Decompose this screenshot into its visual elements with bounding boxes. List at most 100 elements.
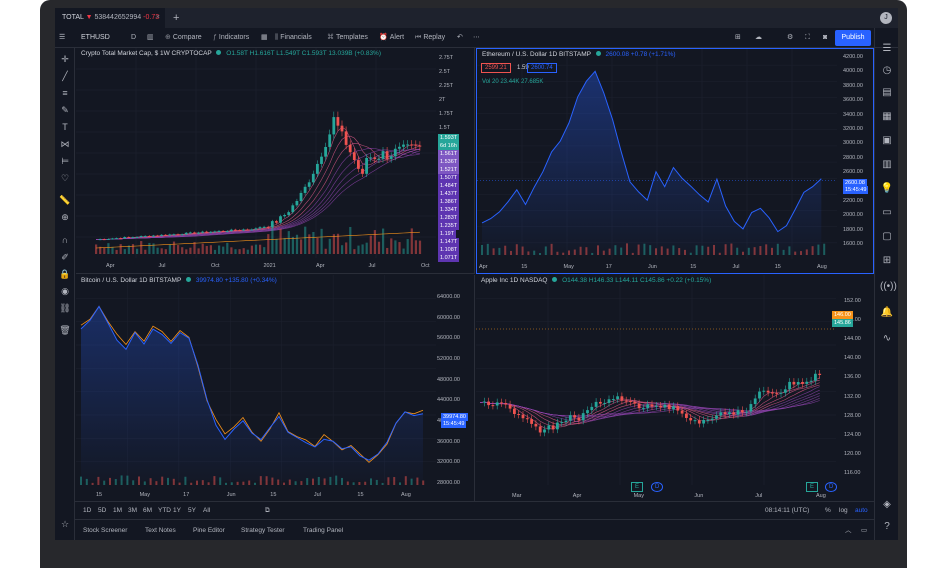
time-tick-label: Aug bbox=[817, 264, 827, 270]
range-button-3m[interactable]: 3M bbox=[128, 507, 138, 514]
plus-circle-icon: ⊕ bbox=[165, 34, 171, 41]
layout-grid-icon[interactable]: ⊞ bbox=[735, 34, 741, 41]
layouts-icon[interactable]: ▦ bbox=[261, 34, 268, 41]
lock-drawing-icon[interactable]: ✐ bbox=[61, 252, 69, 262]
price-tick-label: 152.00 bbox=[844, 298, 861, 304]
auto-toggle[interactable]: auto bbox=[855, 507, 868, 514]
trend-line-icon[interactable]: ╱ bbox=[62, 71, 68, 81]
dividend-icon[interactable]: D bbox=[825, 482, 838, 492]
watchlist-icon[interactable]: ☰ bbox=[882, 43, 892, 54]
bottom-tab-pine-editor[interactable]: Pine Editor bbox=[193, 527, 225, 534]
chart-pane-total-market-cap[interactable]: Crypto Total Market Cap, $ 1W CRYPTOCAP … bbox=[76, 48, 475, 274]
lock-icon[interactable]: 🔒 bbox=[59, 269, 71, 279]
price-tick-label: 124.00 bbox=[844, 431, 861, 438]
tab-total[interactable]: TOTAL ▼ 538442652994 -0.73 × bbox=[55, 8, 165, 28]
bottom-panel-tabs: Stock Screener Text Notes Pine Editor Strat… bbox=[75, 519, 874, 540]
bell-icon[interactable]: 🔔 bbox=[880, 307, 894, 318]
streams-icon[interactable]: ▢ bbox=[882, 231, 892, 242]
bar-style-icon[interactable]: ▥ bbox=[147, 34, 154, 41]
chart-pane-ethereum[interactable]: Ethereum / U.S. Dollar 1D BITSTAMP 2600.… bbox=[476, 48, 874, 274]
collapse-icon[interactable]: ︿ bbox=[845, 527, 852, 534]
fib-tool-icon[interactable]: ≡ bbox=[62, 88, 68, 98]
ribbon-price-tag: 1.386T bbox=[438, 198, 460, 206]
dividend-icon[interactable]: D bbox=[651, 482, 664, 492]
status-dot-icon bbox=[552, 277, 558, 282]
utc-clock[interactable]: 08:14:11 (UTC) bbox=[765, 507, 810, 514]
more-icon[interactable]: ⋯ bbox=[473, 34, 480, 41]
time-tick-label: Oct bbox=[211, 263, 220, 269]
ideas-bulb-icon[interactable]: 💡 bbox=[880, 183, 894, 194]
star-icon[interactable]: ☆ bbox=[60, 519, 70, 529]
bottom-tab-strategy-tester[interactable]: Strategy Tester bbox=[241, 527, 285, 534]
percent-toggle[interactable]: % bbox=[825, 507, 831, 514]
bottom-tab-text-notes[interactable]: Text Notes bbox=[145, 527, 176, 534]
bottom-tab-stock-screener[interactable]: Stock Screener bbox=[83, 527, 128, 534]
range-button-5d[interactable]: 5D bbox=[98, 507, 107, 514]
layers-icon[interactable]: ◈ bbox=[883, 499, 891, 510]
range-button-6m[interactable]: 6M bbox=[143, 507, 153, 514]
chat-icon[interactable]: ▭ bbox=[882, 207, 892, 218]
symbol-search[interactable]: ETHUSD bbox=[81, 34, 110, 41]
brush-icon[interactable]: ✎ bbox=[61, 105, 69, 115]
earnings-icon[interactable]: E bbox=[806, 482, 819, 492]
menu-icon[interactable]: ☰ bbox=[59, 34, 66, 41]
notes-icon[interactable]: ▥ bbox=[882, 159, 892, 170]
crosshair-icon[interactable]: ✛ bbox=[61, 54, 69, 64]
trash-icon[interactable]: 🗑 bbox=[59, 325, 71, 335]
maximize-icon[interactable]: ▭ bbox=[861, 527, 868, 534]
interval-button[interactable]: D bbox=[131, 34, 137, 41]
sell-button[interactable]: 2599.21 bbox=[481, 63, 511, 73]
close-icon[interactable]: × bbox=[155, 14, 160, 21]
eye-icon[interactable]: ◉ bbox=[61, 286, 69, 296]
templates-button[interactable]: ⌘ Templates bbox=[327, 34, 368, 41]
zoom-in-icon[interactable]: ⊕ bbox=[61, 212, 69, 222]
bottom-tab-trading-panel[interactable]: Trading Panel bbox=[303, 527, 344, 534]
alert-button[interactable]: ⏰ Alert bbox=[379, 34, 405, 41]
settings-gear-icon[interactable]: ⚙ bbox=[787, 34, 794, 41]
prediction-tool-icon[interactable]: ⊨ bbox=[61, 156, 69, 166]
buy-button[interactable]: 2600.74 bbox=[527, 63, 557, 73]
chart-pane-bitcoin[interactable]: Bitcoin / U.S. Dollar 1D BITSTAMP 39974.… bbox=[76, 275, 475, 501]
range-button-1m[interactable]: 1M bbox=[113, 507, 123, 514]
camera-icon[interactable]: ◙ bbox=[823, 34, 828, 41]
calendar-grid-icon[interactable]: ⊞ bbox=[882, 255, 892, 266]
data-window-icon[interactable]: ▤ bbox=[882, 87, 892, 98]
undo-icon[interactable]: ↶ bbox=[457, 34, 463, 41]
earnings-icon[interactable]: E bbox=[631, 482, 644, 492]
news-icon[interactable]: ▦ bbox=[882, 111, 892, 122]
plus-icon[interactable]: + bbox=[173, 12, 180, 24]
ribbon-price-tag: 1.235T bbox=[438, 222, 460, 230]
publish-button[interactable]: Publish bbox=[835, 30, 871, 46]
indicators-button[interactable]: ƒ Indicators bbox=[213, 34, 250, 41]
pulse-icon[interactable]: ∿ bbox=[882, 333, 892, 344]
cloud-icon[interactable]: ☁ bbox=[755, 34, 762, 41]
heart-icon[interactable]: ♡ bbox=[60, 173, 70, 183]
ruler-icon[interactable]: 📏 bbox=[59, 195, 71, 205]
time-tick-label: Jun bbox=[648, 264, 657, 270]
range-button-all[interactable]: All bbox=[203, 507, 211, 514]
fullscreen-icon[interactable]: ⛶ bbox=[805, 34, 810, 41]
replay-button[interactable]: ⏮ Replay bbox=[415, 34, 446, 41]
broadcast-icon[interactable]: ((•)) bbox=[880, 281, 897, 292]
time-tick-label: Apr bbox=[572, 493, 582, 499]
pattern-tool-icon[interactable]: ⋈ bbox=[60, 139, 70, 149]
alerts-clock-icon[interactable]: ◷ bbox=[882, 65, 892, 76]
link-icon[interactable]: ⛓ bbox=[59, 303, 71, 313]
date-range-icon[interactable]: ⧉ bbox=[265, 507, 270, 514]
price-tick-label: 132.00 bbox=[844, 393, 861, 400]
help-icon[interactable]: ? bbox=[884, 521, 890, 532]
chart-pane-apple[interactable]: Apple Inc 1D NASDAQ O144.38 H146.33 L144… bbox=[476, 275, 874, 501]
magnet-icon[interactable]: ∩ bbox=[61, 235, 69, 245]
range-button-5y[interactable]: 5Y bbox=[188, 507, 196, 514]
countdown-tag: 6d 16h bbox=[438, 142, 459, 150]
compare-button[interactable]: ⊕ Compare bbox=[165, 34, 202, 41]
log-toggle[interactable]: log bbox=[839, 507, 848, 514]
range-button-1y[interactable]: 1Y bbox=[173, 507, 181, 514]
calendar-icon[interactable]: ▣ bbox=[882, 135, 892, 146]
ribbon-price-tag: 1.437T bbox=[438, 190, 460, 198]
range-button-1d[interactable]: 1D bbox=[83, 507, 92, 514]
range-button-ytd[interactable]: YTD bbox=[158, 507, 171, 514]
text-tool-icon[interactable]: T bbox=[62, 122, 68, 132]
avatar[interactable]: J bbox=[880, 12, 892, 24]
financials-button[interactable]: ⫼ Financials bbox=[275, 34, 312, 41]
